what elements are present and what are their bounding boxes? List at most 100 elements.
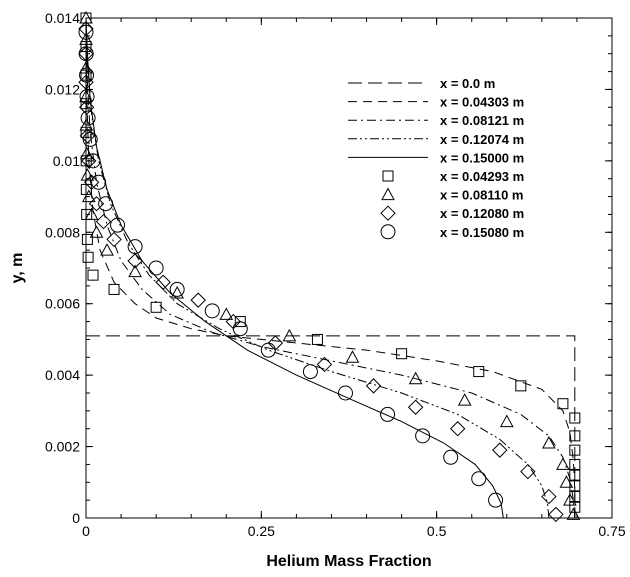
y-tick-label: 0.002 <box>45 439 80 455</box>
y-tick-label: 0 <box>72 510 80 526</box>
data-point-square <box>569 491 581 503</box>
legend-label: x = 0.12080 m <box>440 206 524 221</box>
data-point-circle <box>471 471 487 487</box>
data-point-diamond <box>449 421 466 437</box>
data-point-square <box>557 398 569 410</box>
data-point-square <box>569 469 581 481</box>
data-point-triangle <box>100 243 114 256</box>
legend-item: x = 0.12080 m <box>380 205 524 221</box>
data-point-square <box>569 458 581 470</box>
x-tick-label: 0.25 <box>248 523 275 539</box>
data-point-square <box>473 366 485 378</box>
data-point-square <box>108 283 120 295</box>
data-point-circle <box>91 174 107 190</box>
legend-item: x = 0.04293 m <box>382 169 524 184</box>
data-point-circle <box>127 239 143 255</box>
data-point-triangle <box>457 393 472 406</box>
data-point-diamond <box>106 231 122 248</box>
data-point-square <box>569 412 581 424</box>
tick-labels: 0 0.25 0.5 0.75 0 0.002 0.004 0.006 0.008 0.01 0.0… <box>45 10 626 539</box>
y-tick-label: 0.004 <box>45 367 80 383</box>
legend: x = 0.0 m x = 0.04303 m x = 0.08121 m x = 0… <box>348 76 524 240</box>
data-point-diamond <box>83 174 100 190</box>
data-point-square <box>87 269 99 281</box>
data-point-circle <box>415 428 431 444</box>
y-tick-label: 0.01 <box>53 153 80 169</box>
legend-marker-triangle <box>381 187 395 201</box>
data-point-diamond <box>95 213 112 230</box>
data-point-circle <box>380 406 396 422</box>
legend-label: x = 0.15000 m <box>440 150 524 165</box>
data-point-diamond <box>190 292 206 308</box>
legend-label: x = 0.08121 m <box>440 113 524 128</box>
data-point-circle <box>232 321 248 337</box>
data-point-triangle <box>345 350 360 363</box>
x-tick-label: 0 <box>82 523 90 539</box>
data-point-circle <box>204 303 220 319</box>
legend-item: x = 0.15080 m <box>380 224 524 240</box>
x-axis-title: Helium Mass Fraction <box>266 553 431 570</box>
data-point-circle <box>443 449 459 465</box>
plot-markers <box>78 10 581 523</box>
legend-item: x = 0.08110 m <box>381 187 524 203</box>
series-line-1 <box>86 335 576 518</box>
data-point-square <box>569 444 581 456</box>
data-point-square <box>81 233 93 245</box>
data-point-circle <box>110 217 126 233</box>
data-point-diamond <box>155 274 171 290</box>
legend-label: x = 0.12074 m <box>440 132 524 147</box>
data-point-triangle <box>219 307 234 320</box>
data-point-diamond <box>407 399 424 415</box>
data-point-triangle <box>408 371 423 385</box>
data-point-square <box>82 251 94 263</box>
legend-label: x = 0.04293 m <box>440 169 524 184</box>
data-point-square <box>515 380 527 392</box>
legend-label: x = 0.08110 m <box>440 188 524 203</box>
data-point-triangle <box>128 264 142 278</box>
series-line-3 <box>85 17 576 519</box>
data-point-circle <box>148 260 164 276</box>
y-tick-label: 0.012 <box>45 81 80 97</box>
data-point-diamond <box>541 488 557 505</box>
data-point-circle <box>82 131 98 147</box>
data-point-diamond <box>88 196 105 212</box>
y-axis-title: y, m <box>9 253 26 284</box>
x-tick-label: 0.5 <box>427 523 447 539</box>
data-point-circle <box>79 67 95 83</box>
legend-label: x = 0.04303 m <box>440 95 524 110</box>
legend-item: x = 0.15000 m <box>348 150 524 165</box>
data-point-diamond <box>316 356 333 373</box>
series-line-2 <box>85 17 576 518</box>
data-point-diamond <box>548 506 564 523</box>
data-point-circle <box>98 196 114 212</box>
data-point-diamond <box>520 463 536 480</box>
data-point-circle <box>260 342 276 358</box>
x-tick-label: 0.75 <box>598 523 625 539</box>
data-point-triangle <box>282 328 297 342</box>
legend-item: x = 0.12074 m <box>348 132 524 147</box>
legend-marker-diamond <box>380 205 396 221</box>
legend-label: x = 0.15080 m <box>440 225 524 240</box>
data-point-triangle <box>542 435 556 449</box>
legend-item: x = 0.0 m <box>348 76 495 91</box>
data-point-triangle <box>566 507 581 520</box>
data-point-triangle <box>170 285 185 299</box>
data-point-circle <box>337 385 353 401</box>
data-point-triangle <box>499 414 514 428</box>
data-point-circle <box>488 492 504 508</box>
data-point-triangle <box>563 493 577 506</box>
y-tick-label: 0.006 <box>45 296 80 312</box>
data-point-circle <box>169 281 185 297</box>
data-point-circle <box>302 364 318 380</box>
data-point-triangle <box>89 225 104 238</box>
y-tick-label: 0.008 <box>45 224 80 240</box>
data-point-square <box>150 301 162 313</box>
data-point-diamond <box>365 378 382 394</box>
data-point-diamond <box>492 442 508 458</box>
legend-label: x = 0.0 m <box>440 76 495 91</box>
legend-item: x = 0.08121 m <box>348 113 524 128</box>
axis-ticks <box>85 17 613 519</box>
y-tick-label: 0.014 <box>45 10 80 26</box>
series-line-5 <box>85 17 504 519</box>
